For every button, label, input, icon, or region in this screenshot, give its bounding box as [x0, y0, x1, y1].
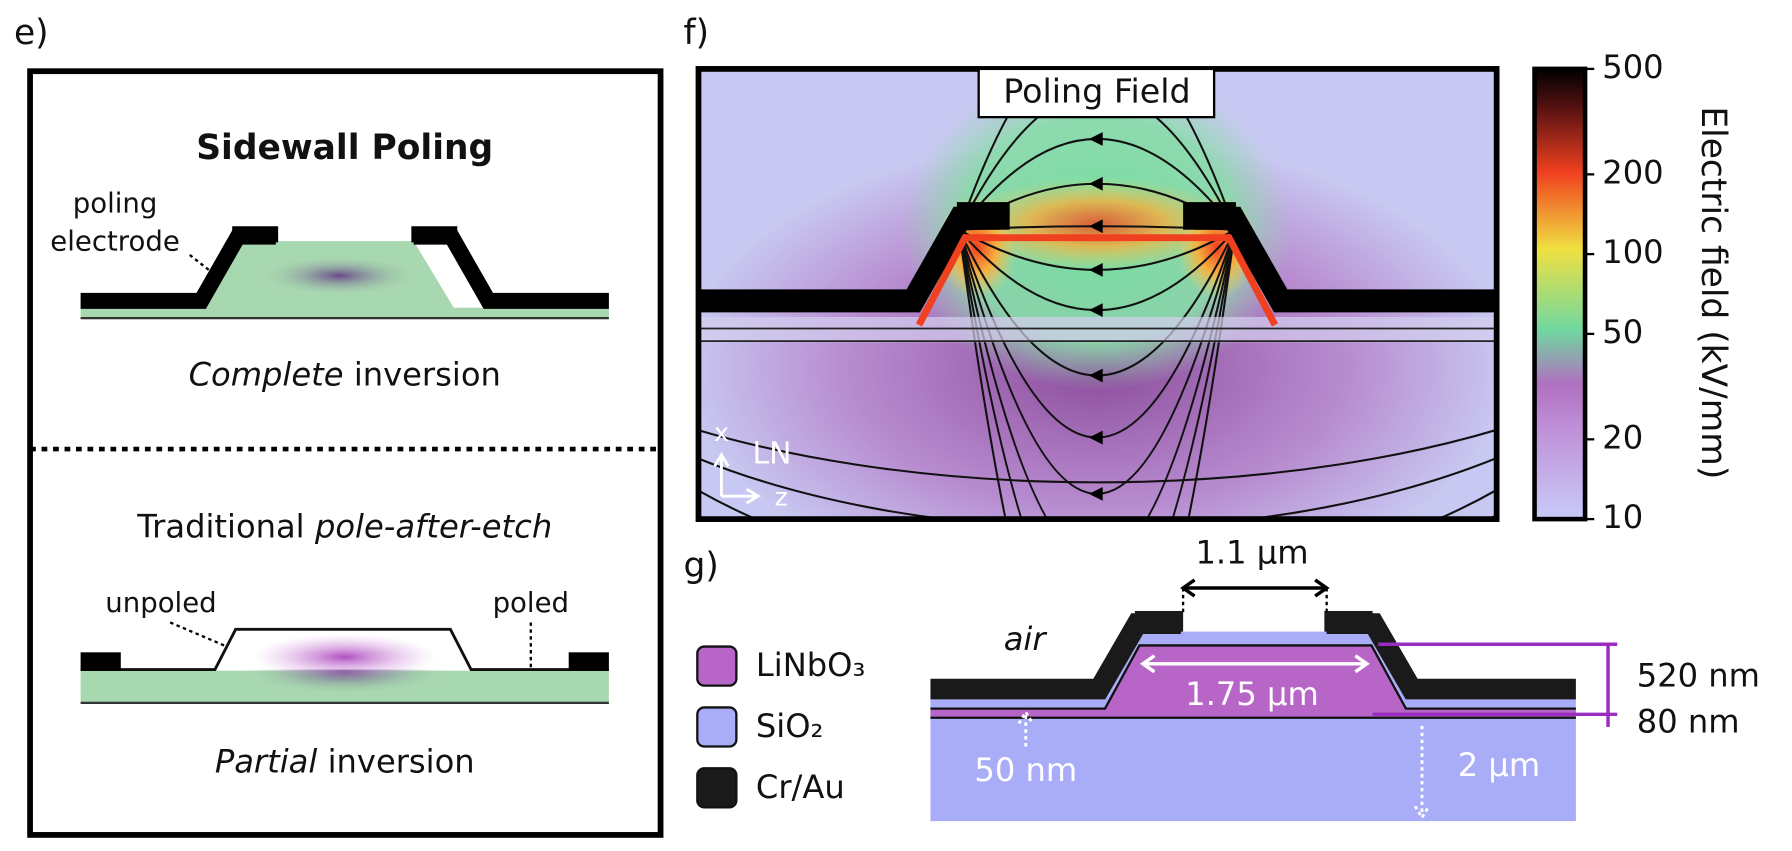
field-line [958, 229, 1236, 520]
substrate [930, 717, 1576, 822]
legend-label: SiO₂ [756, 707, 824, 745]
legend-swatch [696, 767, 738, 809]
field-arrow [1088, 219, 1103, 234]
caption-text: inversion [354, 356, 501, 394]
colorbar-tick-label: 20 [1602, 418, 1643, 456]
field-line [958, 229, 1236, 520]
electrode-pad [1134, 610, 1184, 632]
panel-label: f) [684, 13, 710, 53]
dimension: 2 μm [1458, 746, 1540, 784]
colorbar-label: Electric field (kV/mm) [1693, 106, 1733, 479]
title-box [977, 67, 1216, 119]
dimension: 50 nm [974, 751, 1077, 789]
caption: Partial inversion [215, 743, 475, 781]
panel-title: Sidewall Poling [196, 128, 493, 168]
dimension-guide [1181, 588, 1328, 614]
colorbar-tick-label: 100 [1602, 233, 1663, 271]
annotation: electrode [50, 225, 180, 257]
field-arrow [1088, 430, 1103, 445]
electrode-pad [568, 652, 609, 671]
dimension-bracket [1372, 642, 1618, 727]
caption-italic: Partial [215, 743, 318, 781]
colorbar-tick-label: 50 [1602, 313, 1643, 351]
panel-label: e) [14, 13, 49, 53]
caption-italic: pole-after-etch [314, 507, 552, 545]
electrode-pad [1183, 202, 1236, 230]
electrode-pad [232, 226, 279, 243]
electrode-pad [956, 202, 1010, 230]
field-arrow [1088, 486, 1103, 501]
field-arrow [1088, 262, 1103, 277]
colorbar-ticks: 10 20 50 100 200 500 [1585, 48, 1664, 536]
outline [930, 644, 1576, 710]
material-label: LN [752, 436, 791, 471]
panel-title: Poling Field [1003, 72, 1190, 111]
field-arrow [1088, 303, 1103, 317]
caption: Complete inversion [189, 356, 501, 394]
electrode-pad [411, 226, 458, 243]
colorbar [1532, 66, 1588, 522]
legend-swatch [696, 706, 738, 748]
axis-label: x [714, 418, 729, 447]
layer [698, 316, 1497, 343]
colorbar-tick-label: 200 [1602, 153, 1663, 191]
caption-text: Traditional [136, 507, 304, 545]
caption-italic: Complete [189, 356, 344, 394]
leader [169, 621, 225, 647]
axis-arrows [713, 451, 761, 505]
dimension-arrow [1017, 709, 1034, 747]
dimension-arrow [1413, 725, 1431, 821]
panel-frame [27, 68, 664, 838]
dimension: 1.75 μm [1185, 675, 1319, 713]
ridge-outline [80, 627, 609, 671]
cross-section [930, 610, 1576, 822]
annotation: poled [493, 587, 569, 619]
annotation: poling [73, 187, 158, 219]
colorbar-tick-label: 500 [1602, 48, 1663, 86]
dimension: 520 nm [1637, 657, 1760, 695]
annotation: unpoled [105, 587, 216, 619]
colorbar-tick-label: 10 [1602, 498, 1643, 536]
region-label: air [1004, 620, 1048, 658]
dimension-arrow [1139, 654, 1370, 674]
electrode-pad [1324, 610, 1373, 632]
ridge [930, 645, 1576, 718]
legend-label: LiNbO₃ [756, 646, 865, 684]
electrode-pad [80, 652, 121, 671]
field-line [958, 229, 1236, 520]
caption-text: inversion [328, 743, 475, 781]
field-arrow [1088, 176, 1103, 191]
field-line [958, 68, 1236, 231]
domain [258, 254, 420, 297]
dimension: 1.1 μm [1195, 534, 1308, 572]
dimension-arrow [1180, 578, 1330, 598]
field-map [698, 68, 1497, 520]
domain [252, 633, 437, 680]
panel-label: g) [684, 546, 719, 586]
legend-swatch [696, 645, 738, 687]
axis-label: z [775, 482, 788, 511]
legend: LiNbO₃ SiO₂ Cr/Au [696, 645, 865, 809]
field-line [698, 428, 1497, 484]
legend-label: Cr/Au [756, 768, 845, 806]
field-arrow [1088, 368, 1103, 383]
field-arrow [1088, 132, 1103, 146]
caption: Traditional pole-after-etch [136, 507, 552, 545]
dimension: 80 nm [1637, 703, 1740, 741]
hot-edge [915, 234, 1279, 327]
